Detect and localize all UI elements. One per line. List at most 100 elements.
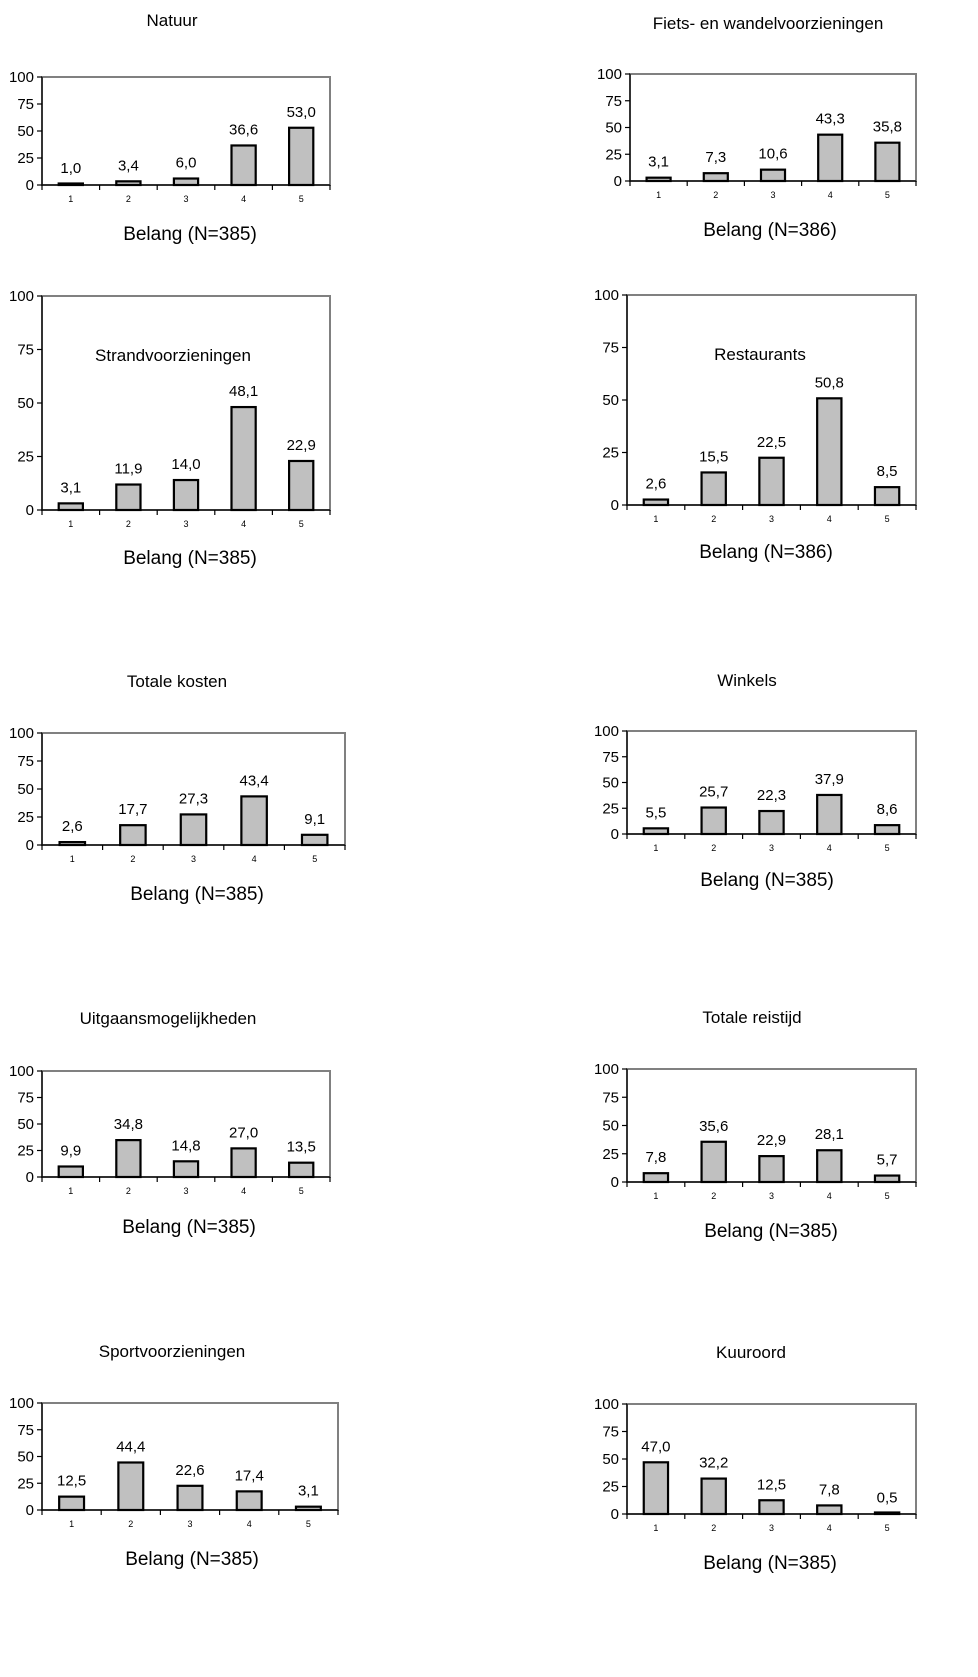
data-label: 7,8 [819,1481,840,1498]
y-tick-label: 100 [9,69,34,86]
bar-chart: Natuur 0 25 50 75 100 1,0 1 3,4 2 6,0 3 36,6 4 53,0 5 Be… [9,11,331,245]
bar [230,1147,257,1179]
x-tick-label: 1 [653,1523,658,1533]
x-axis-label: Belang (N=386) [703,220,837,241]
bar [645,176,672,183]
y-tick-label: 100 [597,66,622,83]
bar-chart: Fiets- en wandelvoorzieningen02550751003… [597,14,917,241]
data-label: 3,1 [298,1483,319,1500]
data-label: 3,4 [118,157,139,174]
data-label: 34,8 [114,1116,143,1133]
bar [172,1160,200,1179]
y-tick-label: 25 [17,449,34,466]
chart-title: Restaurants [714,345,806,364]
x-tick-label: 1 [656,190,661,200]
data-label: 27,3 [179,790,208,807]
bar [873,1174,901,1184]
bar [816,397,843,507]
bar [172,177,200,187]
chart-title: Uitgaansmogelijkheden [80,1009,257,1028]
bar [700,1140,727,1184]
bar [700,471,727,507]
y-tick-label: 50 [17,1449,34,1466]
data-label: 12,5 [757,1476,786,1493]
bar [288,459,315,512]
bar [816,1504,843,1516]
x-tick-label: 3 [770,190,775,200]
x-tick-label: 2 [128,1519,133,1529]
x-tick-label: 2 [711,1523,716,1533]
x-tick-label: 5 [885,514,890,524]
x-tick-label: 2 [713,190,718,200]
data-label: 53,0 [287,104,316,121]
x-axis-label: Belang (N=385) [704,1221,838,1242]
y-tick-label: 75 [17,96,34,113]
bar [816,793,843,836]
x-tick-label: 4 [828,190,833,200]
bar [700,1477,727,1516]
bar [817,133,844,183]
data-label: 3,1 [60,479,81,496]
bar-chart: Strandvoorzieningen 0 25 50 75 100 3,1 1 11,9 2 14… [9,288,331,569]
data-label: 22,3 [757,787,786,804]
data-label: 9,9 [60,1143,81,1160]
bar [642,1461,670,1516]
bar [700,806,727,836]
y-tick-label: 50 [17,123,34,140]
data-label: 35,8 [873,119,902,136]
y-tick-label: 50 [17,1116,34,1133]
data-label: 17,7 [118,801,147,818]
y-tick-label: 75 [602,340,619,357]
bar-chart: Totale reistijd 0 25 50 75 100 7,8 1 35,6 2 22,9 3 2… [594,1008,917,1242]
y-tick-label: 100 [9,725,34,742]
chart-title: Natuur [146,11,197,30]
x-tick-label: 2 [711,843,716,853]
x-tick-label: 4 [252,854,257,864]
bar-chart: Totale kosten 0 25 50 75 100 2,6 1 17,7 2 27,3 3 43,… [9,672,346,905]
data-label: 32,2 [699,1455,728,1472]
y-tick-label: 25 [602,1479,619,1496]
y-tick-label: 0 [26,177,34,194]
y-tick-label: 75 [605,93,622,110]
y-tick-label: 75 [602,749,619,766]
x-tick-label: 2 [711,1191,716,1201]
y-tick-label: 75 [602,1424,619,1441]
data-label: 5,7 [877,1152,898,1169]
bar-chart: Restaurants 0 25 50 75 100 2,6 1 15,5 2 22,5 3 50,8 4… [594,287,917,563]
x-tick-label: 1 [70,854,75,864]
y-tick-label: 75 [17,1090,34,1107]
data-label: 28,1 [815,1126,844,1143]
chart-title: Sportvoorzieningen [99,1342,245,1361]
data-label: 3,1 [648,154,669,171]
x-tick-label: 1 [653,514,658,524]
y-tick-label: 0 [611,1174,619,1191]
x-tick-label: 4 [827,514,832,524]
data-label: 35,6 [699,1118,728,1135]
x-tick-label: 5 [885,190,890,200]
data-label: 48,1 [229,383,258,400]
y-tick-label: 75 [17,753,34,770]
bar [300,833,329,847]
x-axis-label: Belang (N=385) [130,884,264,905]
data-label: 37,9 [815,771,844,788]
bar [642,498,670,507]
plot-area [629,73,917,182]
chart-title: Winkels [717,671,777,690]
data-label: 43,4 [239,772,268,789]
data-label: 6,0 [176,155,197,172]
data-label: 15,5 [699,448,728,465]
data-label: 12,5 [57,1473,86,1490]
y-tick-label: 0 [26,502,34,519]
x-tick-label: 2 [126,519,131,529]
data-label: 13,5 [287,1139,316,1156]
y-tick-label: 0 [614,173,622,190]
x-tick-label: 4 [247,1519,252,1529]
y-tick-label: 25 [602,800,619,817]
x-tick-label: 4 [241,194,246,204]
bar [758,1499,785,1516]
data-label: 11,9 [114,461,142,478]
plot-area [41,76,331,186]
data-label: 2,6 [62,818,83,835]
bar [288,1161,315,1179]
x-tick-label: 2 [126,194,131,204]
